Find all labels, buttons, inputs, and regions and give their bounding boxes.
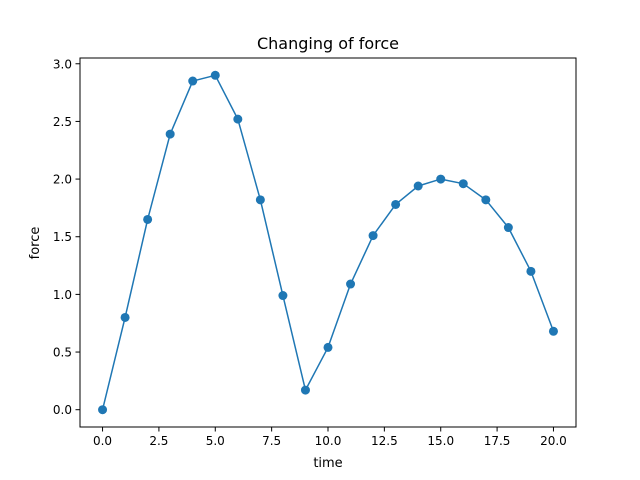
y-axis-label: force xyxy=(28,227,43,260)
data-point xyxy=(300,385,310,395)
x-tick-label: 7.5 xyxy=(262,434,281,448)
data-point xyxy=(188,76,198,86)
x-tick-label: 10.0 xyxy=(315,434,342,448)
data-point xyxy=(98,405,108,415)
data-point xyxy=(165,129,175,139)
data-point xyxy=(548,326,558,336)
x-tick-label: 2.5 xyxy=(149,434,168,448)
x-tick-label: 5.0 xyxy=(206,434,225,448)
series-layer xyxy=(98,70,558,415)
data-point xyxy=(233,114,243,124)
data-point xyxy=(391,199,401,209)
data-point xyxy=(210,70,220,80)
chart-title: Changing of force xyxy=(257,34,399,53)
x-tick-label: 17.5 xyxy=(484,434,511,448)
data-point xyxy=(526,266,536,276)
data-point xyxy=(255,195,265,205)
x-tick-label: 12.5 xyxy=(371,434,398,448)
data-point xyxy=(368,231,378,241)
data-point xyxy=(458,179,468,189)
data-point xyxy=(436,174,446,184)
data-point xyxy=(503,223,513,233)
x-axis-ticks: 0.0 2.5 5.0 7.5 10.0 12.5 15.0 17.5 20.0 xyxy=(93,427,567,448)
y-tick-label: 0.5 xyxy=(53,346,72,360)
data-point xyxy=(413,181,423,191)
plot-area: 0.0 2.5 5.0 7.5 10.0 12.5 15.0 17.5 20.0 0.0 0.5 1… xyxy=(53,57,577,448)
y-tick-label: 3.0 xyxy=(53,57,72,71)
data-point xyxy=(278,291,288,301)
x-tick-label: 0.0 xyxy=(93,434,112,448)
data-point xyxy=(323,342,333,352)
data-point xyxy=(346,279,356,289)
x-tick-label: 15.0 xyxy=(427,434,454,448)
data-point xyxy=(481,195,491,205)
data-point xyxy=(120,312,130,322)
y-tick-label: 2.5 xyxy=(53,115,72,129)
data-point xyxy=(143,214,153,224)
x-tick-label: 20.0 xyxy=(540,434,567,448)
y-tick-label: 2.0 xyxy=(53,173,72,187)
y-tick-label: 1.5 xyxy=(53,230,72,244)
y-tick-label: 1.0 xyxy=(53,288,72,302)
y-tick-label: 0.0 xyxy=(53,403,72,417)
x-axis-label: time xyxy=(313,456,342,471)
y-axis-ticks: 0.0 0.5 1.0 1.5 2.0 2.5 3.0 xyxy=(53,57,80,417)
